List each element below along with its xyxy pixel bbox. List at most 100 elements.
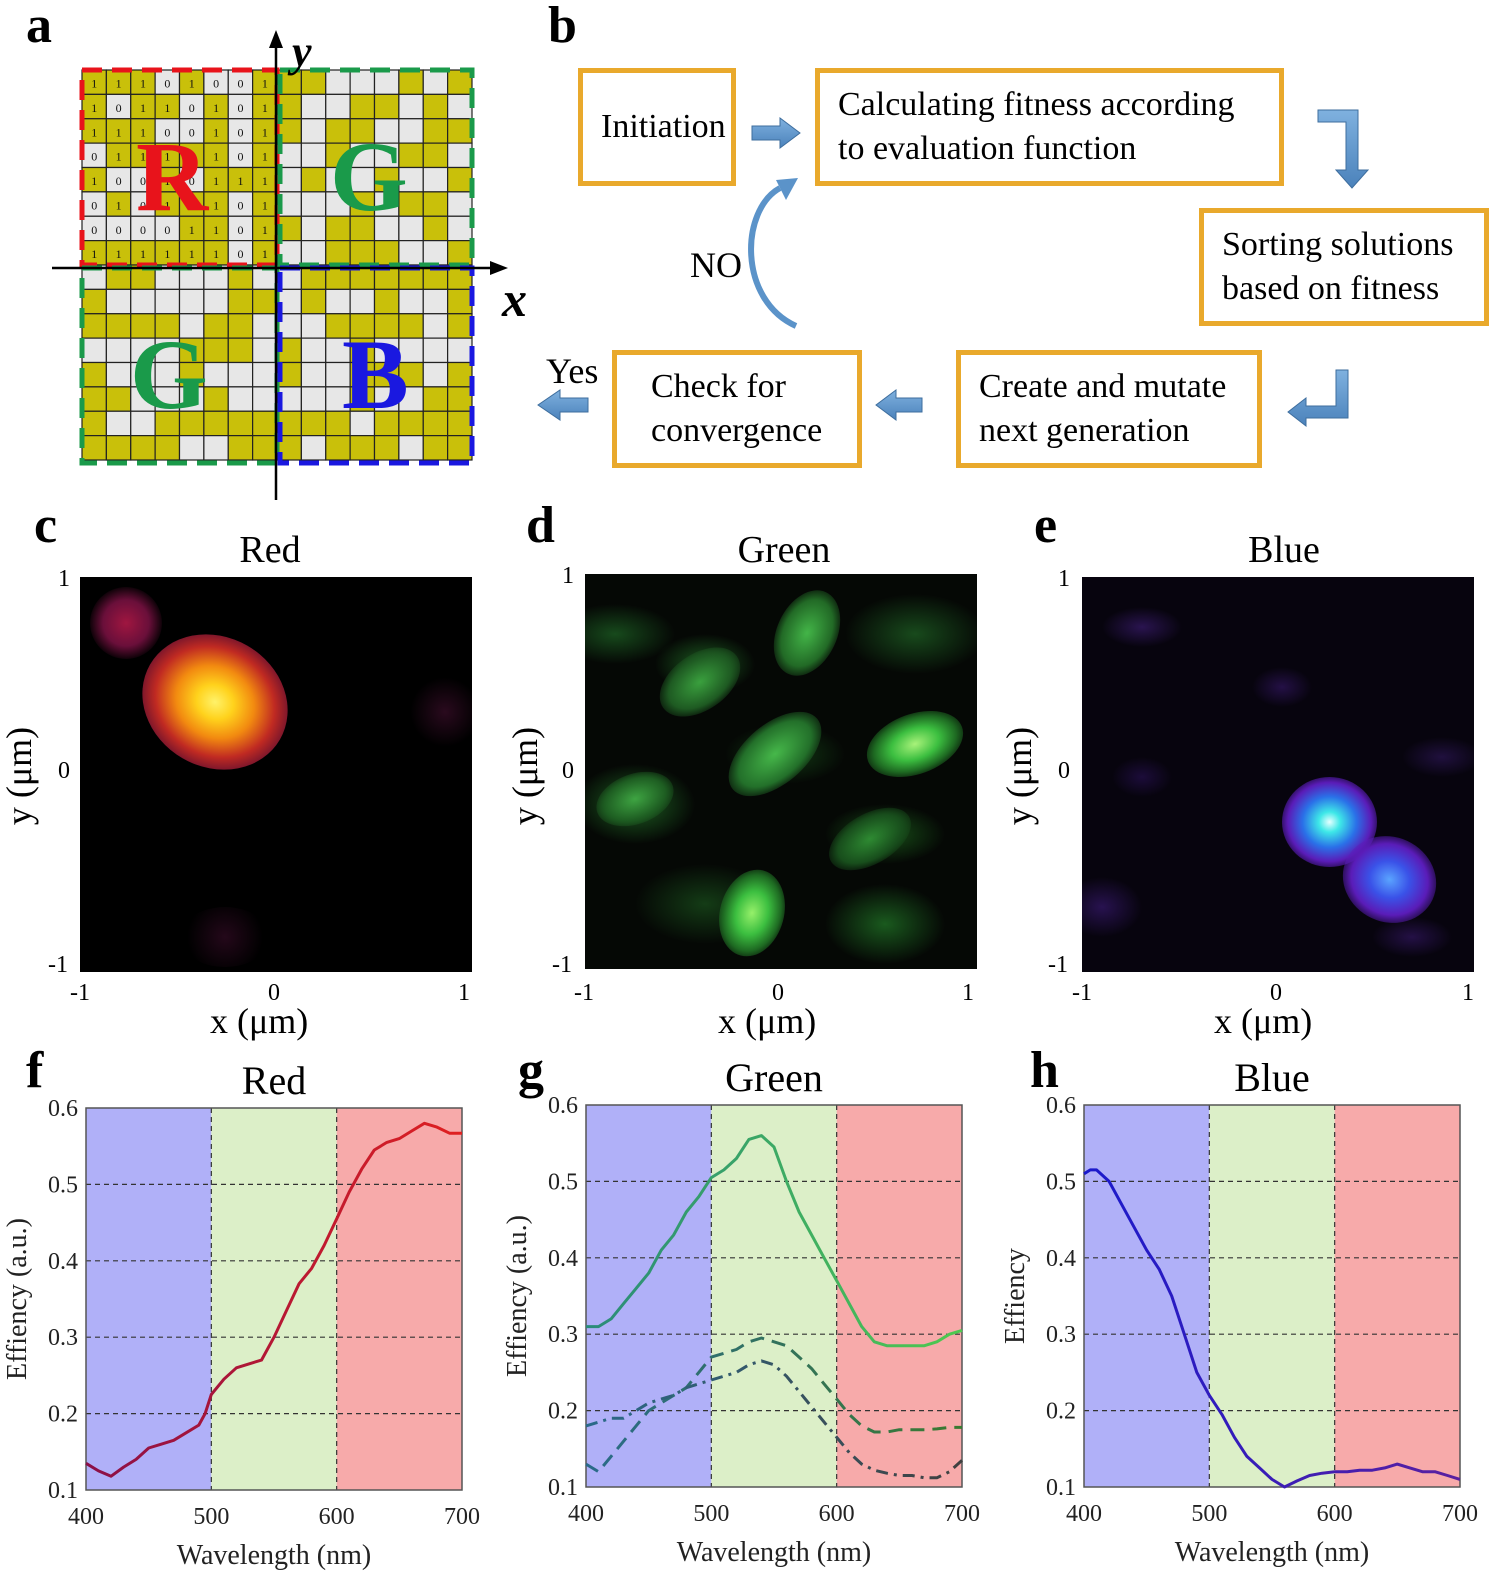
grid-cell [252,435,278,461]
chart-title: Red [242,1058,306,1103]
grid-cell [130,435,156,461]
grid-bit: 0 [116,223,122,237]
grid-cell [227,240,254,266]
grid-cell [81,386,107,412]
grid-bit: 1 [116,150,122,164]
grid-cell [422,166,449,193]
grid-cell [422,435,449,461]
x-axis-label: x [501,271,527,327]
grid-cell [398,69,424,95]
x-tick-label: 500 [693,1501,729,1527]
x-axis-label: Wavelength (nm) [177,1540,371,1571]
grid-cell [422,337,449,364]
grid-bit: 1 [91,174,97,188]
chart-title: Blue [1234,1055,1310,1100]
map-blue-xlabel: x (μm) [1214,1001,1313,1041]
grid-cell [105,410,132,437]
grid-cell [300,93,327,120]
grid-cell [203,435,229,461]
grid-binary-digits: 1 1 1 0 1 0 0 1 1 0 1 1 0 1 0 1 1 1 1 0 0 1 0 1 0 1 1 1 1 1 0 1 1 0 0 1 0 1 1 1… [91,77,268,262]
grid-cell [447,288,473,315]
grid-cell [325,191,351,217]
grid-bit: 1 [164,247,170,261]
grid-cell [447,435,473,461]
grid-bit: 1 [140,247,146,261]
grid-bit: 0 [237,125,243,139]
map-green-ytick-top: 1 [562,563,574,589]
grid-cell [203,288,229,315]
y-axis-label: Effiency [1000,1248,1031,1344]
grid-cell [422,191,449,217]
grid-cell [178,435,205,461]
flow-box-create-text: Create and mutate next generation [979,368,1227,449]
grid-cell [373,118,400,144]
grid-bit: 1 [164,101,170,115]
grid-cell [325,142,351,169]
grid-cell [154,435,181,461]
spectral-band [211,1108,337,1490]
chart-title: Green [725,1055,823,1100]
grid-cell [252,118,278,144]
flow-box-check: Check for convergence [612,350,862,468]
grid-bit: 1 [213,198,219,212]
panel-label-f: f [26,1042,44,1099]
map-green-ytick-mid: 0 [562,758,574,784]
x-tick-label: 500 [1191,1501,1227,1527]
grid-cell [300,191,327,217]
map-blue-ytick-top: 1 [1058,566,1070,592]
grid-cell [105,361,132,388]
flow-box-fitness: Calculating fitness according to evaluat… [815,68,1284,186]
arrow-fitness-to-sorting [1317,109,1370,189]
grid-bit: 0 [237,101,243,115]
grid-cell [349,240,376,266]
x-tick-label: 700 [444,1504,480,1530]
spectral-band [586,1105,712,1487]
grid-bit: 1 [164,150,170,164]
grid-cell [325,240,351,266]
grid-bit: 0 [140,198,146,212]
flow-label-no: NO [690,245,742,285]
map-green-xtick-right: 1 [962,980,974,1006]
grid-bit: 1 [140,125,146,139]
grid-bit: 1 [116,125,122,139]
map-red-ytick-mid: 0 [58,758,70,784]
quadrant-letter-r: R [136,121,210,232]
grid-cell [105,288,132,315]
grid-bit: 1 [164,198,170,212]
grid-bit: 1 [140,150,146,164]
grid-cell [130,361,156,388]
y-tick-label: 0.2 [1046,1399,1076,1425]
map-red-xtick-right: 1 [458,980,470,1006]
grid-bit: 0 [91,223,97,237]
spectra-charts: 400 500 600 700 0.1 0.2 0.3 0.4 0.5 0.6 Red Wavelen… [2,1055,1478,1571]
y-tick-label: 0.2 [548,1399,578,1425]
map-blue-xtick-mid: 0 [1270,980,1282,1006]
grid-cell [203,93,229,120]
series-line-solid [1083,1168,1461,1489]
grid-cell [447,361,473,388]
grid-cell [81,435,107,461]
spectral-band [1334,1105,1460,1487]
y-tick-label: 0.1 [1046,1475,1076,1501]
grid-cell [422,93,449,120]
grid-cell [203,142,229,169]
y-tick-label: 0.5 [548,1169,578,1195]
grid-cell [325,215,351,242]
grid-cell [154,118,181,144]
y-tick-label: 0.5 [48,1172,78,1198]
map-red-ylabel: y (μm) [0,726,40,826]
spectral-band [711,1105,837,1487]
grid-cell [300,386,327,412]
grid-cell [373,288,400,315]
y-axis-arrowhead [269,30,283,48]
map-title-green: Green [737,529,831,571]
grid-cell [105,337,132,364]
grid-cell [154,288,181,315]
map-red-faint-2 [180,907,270,967]
grid-cell [422,313,449,339]
x-tick-label: 700 [1442,1501,1478,1527]
y-axis-label: Effiency (a.u.) [502,1215,533,1377]
arrow-no-loop [748,185,798,329]
grid-bit: 0 [237,77,243,91]
grid-bit: 1 [213,223,219,237]
